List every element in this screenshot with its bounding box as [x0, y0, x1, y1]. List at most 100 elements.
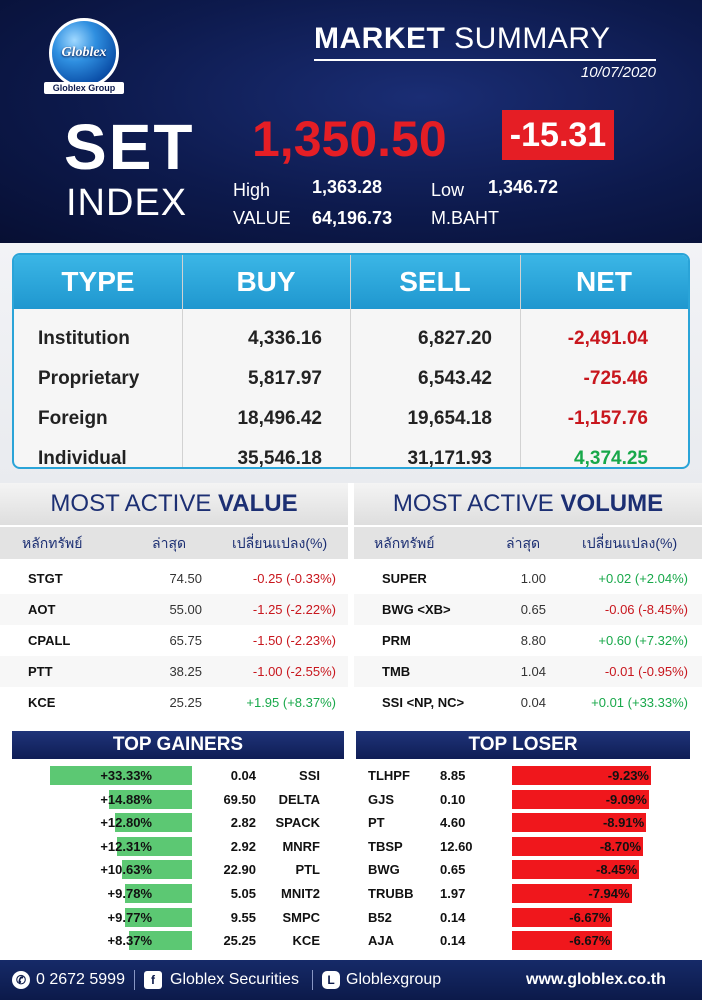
gainer-pct: +8.37%	[107, 933, 152, 949]
page-title: MARKET SUMMARY	[314, 22, 610, 56]
loser-row[interactable]: PT 4.60 -8.91%	[356, 811, 696, 834]
change-cell: -1.25 (-2.22%)	[252, 602, 336, 617]
value-amount: 64,196.73	[312, 208, 393, 228]
type-cell: Institution	[38, 328, 130, 349]
gainer-symbol: DELTA	[278, 791, 320, 807]
globlex-logo[interactable]: Globlex Globlex Group	[44, 18, 124, 98]
gainer-bar	[116, 836, 192, 856]
change-cell: +0.02 (+2.04%)	[598, 571, 688, 586]
loser-row[interactable]: TRUBB 1.97 -7.94%	[356, 882, 696, 905]
col-last: ล่าสุด	[506, 535, 541, 551]
loser-pct: -8.45%	[596, 862, 638, 878]
list-item[interactable]: AOT 55.00 -1.25 (-2.22%)	[0, 594, 348, 625]
gainer-row[interactable]: +14.88% 69.50 DELTA	[0, 788, 350, 811]
most-active-volume-header: หลักทรัพย์ ล่าสุด เปลี่ยนแปลง(%)	[354, 527, 702, 559]
symbol-cell: PTT	[28, 664, 53, 679]
col-symbol: หลักทรัพย์	[374, 535, 435, 551]
list-item[interactable]: STGT 74.50 -0.25 (-0.33%)	[0, 563, 348, 594]
change-cell: -1.50 (-2.23%)	[252, 633, 336, 648]
symbol-cell: TMB	[382, 664, 411, 679]
buy-cell: 18,496.42	[237, 408, 322, 429]
gainer-row[interactable]: +33.33% 0.04 SSI	[0, 764, 350, 787]
index-name-index: INDEX	[66, 182, 188, 224]
type-cell: Proprietary	[38, 368, 140, 389]
last-price-cell: 74.50	[169, 571, 202, 586]
loser-bar	[512, 766, 651, 785]
index-value: 1,350.50	[252, 111, 447, 167]
index-change-badge: -15.31	[502, 110, 614, 160]
investor-type-section: TYPE BUY SELL NET Institution 4,336.16 6…	[0, 243, 702, 483]
gainer-row[interactable]: +8.37% 25.25 KCE	[0, 929, 350, 952]
last-price-cell: 38.25	[169, 664, 202, 679]
list-item[interactable]: SSI <NP, NC> 0.04 +0.01 (+33.33%)	[354, 687, 702, 718]
loser-row[interactable]: TBSP 12.60 -8.70%	[356, 835, 696, 858]
loser-pct: -6.67%	[569, 909, 611, 925]
footer-phone[interactable]: 0 2672 5999	[36, 971, 125, 988]
most-active-section: MOST ACTIVE VALUE หลักทรัพย์ ล่าสุด เปลี…	[0, 483, 702, 719]
facebook-icon: f	[144, 971, 162, 989]
gainer-pct: +12.31%	[100, 838, 152, 854]
symbol-cell: AOT	[28, 602, 56, 617]
table-row: Foreign 18,496.42 19,654.18 -1,157.76	[14, 399, 688, 439]
list-item[interactable]: BWG <XB> 0.65 -0.06 (-8.45%)	[354, 594, 702, 625]
last-price-cell: 1.00	[520, 571, 546, 586]
loser-pct: -6.67%	[569, 933, 611, 949]
symbol-cell: PRM	[382, 633, 411, 648]
gainer-pct: +10.63%	[100, 862, 152, 878]
index-name-set: SET	[64, 111, 195, 183]
column-divider	[520, 255, 521, 467]
phone-icon: ✆	[12, 971, 30, 989]
symbol-cell: BWG <XB>	[382, 602, 451, 617]
type-cell: Foreign	[38, 408, 108, 429]
buy-cell: 4,336.16	[248, 328, 322, 349]
gainer-row[interactable]: +10.63% 22.90 PTL	[0, 858, 350, 881]
change-cell: -0.25 (-0.33%)	[252, 571, 336, 586]
list-item[interactable]: SUPER 1.00 +0.02 (+2.04%)	[354, 563, 702, 594]
footer-facebook[interactable]: Globlex Securities	[170, 971, 299, 988]
last-price-cell: 65.75	[169, 633, 202, 648]
loser-row[interactable]: AJA 0.14 -6.67%	[356, 929, 696, 952]
col-change: เปลี่ยนแปลง(%)	[582, 535, 678, 551]
footer-website[interactable]: www.globlex.co.th	[526, 971, 666, 988]
gainer-bar	[124, 884, 192, 903]
loser-row[interactable]: TLHPF 8.85 -9.23%	[356, 764, 696, 787]
list-item[interactable]: CPALL 65.75 -1.50 (-2.23%)	[0, 625, 348, 656]
gainer-pct: +9.77%	[107, 909, 152, 925]
line-icon: L	[322, 971, 340, 989]
title-bold: VOLUME	[560, 490, 664, 517]
gainer-row[interactable]: +12.80% 2.82 SPACK	[0, 811, 350, 834]
loser-row[interactable]: BWG 0.65 -8.45%	[356, 858, 696, 881]
list-item[interactable]: TMB 1.04 -0.01 (-0.95%)	[354, 656, 702, 687]
gainer-pct: +12.80%	[100, 815, 152, 831]
list-item[interactable]: PTT 38.25 -1.00 (-2.55%)	[0, 656, 348, 687]
market-summary-header: Globlex Globlex Group MARKET SUMMARY 10/…	[0, 0, 702, 243]
gainer-row[interactable]: +9.78% 5.05 MNIT2	[0, 882, 350, 905]
footer-divider	[134, 970, 135, 990]
gainer-bar	[124, 907, 192, 927]
loser-bar	[512, 789, 649, 809]
gainer-row[interactable]: +9.77% 9.55 SMPC	[0, 906, 350, 929]
sell-cell: 6,827.20	[418, 328, 492, 349]
loser-pct: -9.09%	[605, 791, 647, 807]
list-item[interactable]: KCE 25.25 +1.95 (+8.37%)	[0, 687, 348, 718]
loser-price: 0.14	[440, 933, 466, 949]
gainer-bar	[108, 789, 192, 809]
loser-pct: -7.94%	[588, 886, 630, 901]
loser-row[interactable]: GJS 0.10 -9.09%	[356, 788, 696, 811]
loser-price: 8.85	[440, 768, 466, 783]
footer-line[interactable]: Globlexgroup	[346, 971, 442, 988]
loser-row[interactable]: B52 0.14 -6.67%	[356, 906, 696, 929]
last-price-cell: 0.04	[520, 695, 546, 710]
top-gainers-title: TOP GAINERS	[12, 731, 344, 759]
gainer-row[interactable]: +12.31% 2.92 MNRF	[0, 835, 350, 858]
loser-bar	[512, 813, 647, 833]
col-symbol: หลักทรัพย์	[22, 535, 83, 551]
list-item[interactable]: PRM 8.80 +0.60 (+7.32%)	[354, 625, 702, 656]
report-date: 10/07/2020	[580, 64, 656, 81]
column-divider	[182, 255, 183, 467]
gainer-symbol: SPACK	[275, 815, 320, 831]
gainer-price: 0.04	[230, 768, 256, 783]
loser-pct: -9.23%	[607, 768, 649, 783]
footer-divider	[312, 970, 313, 990]
column-divider	[350, 255, 351, 467]
